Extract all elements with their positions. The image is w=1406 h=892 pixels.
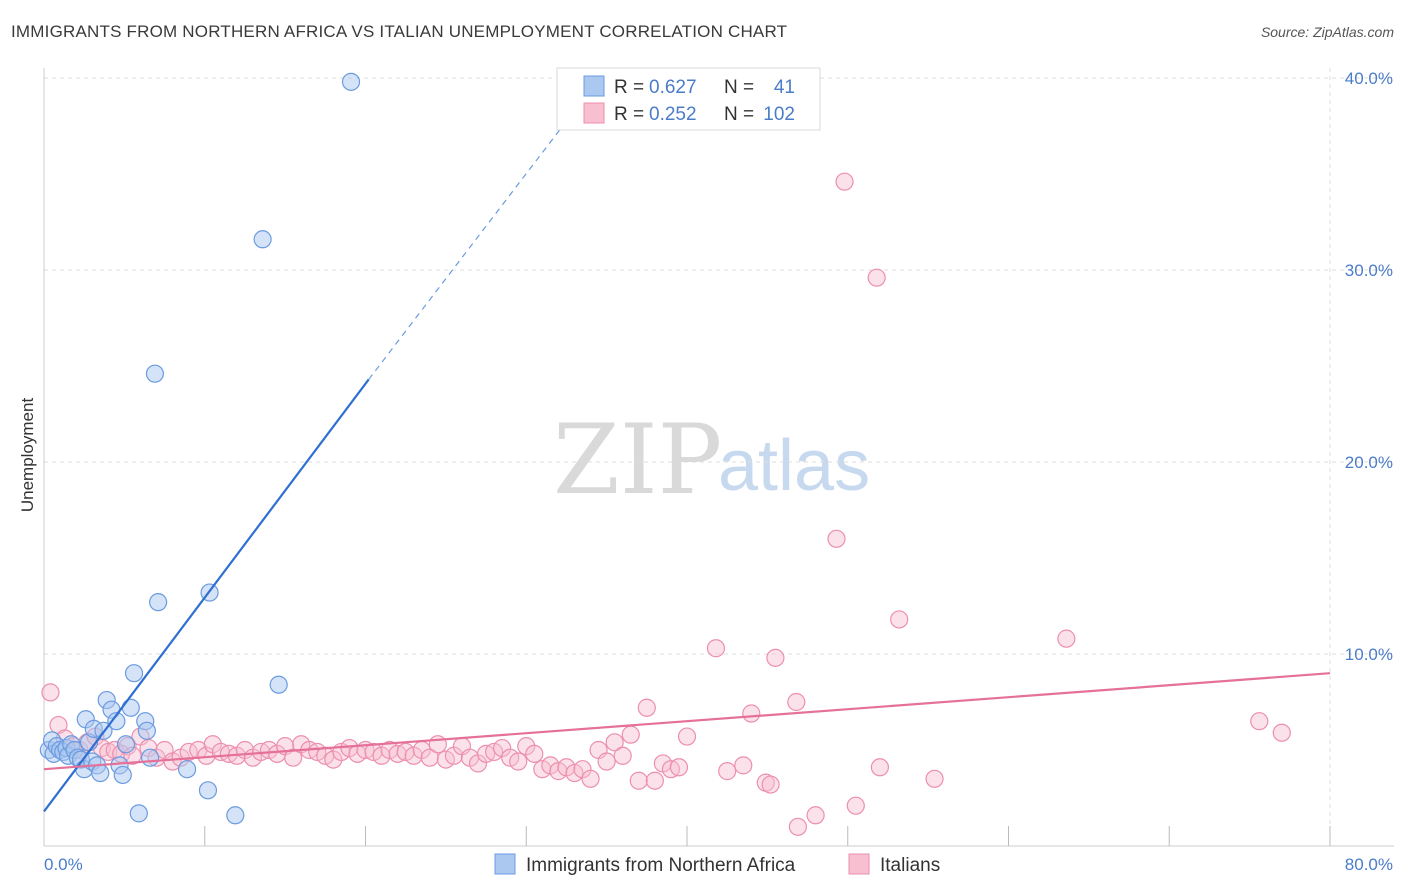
y-tick-label: 20.0% xyxy=(1345,453,1393,472)
bottom-legend-label-blue: Immigrants from Northern Africa xyxy=(526,855,796,876)
italians-point xyxy=(613,746,632,765)
italians-point xyxy=(870,758,890,777)
italians-point xyxy=(669,758,689,777)
immigrants-point xyxy=(341,72,361,91)
immigrants-point xyxy=(149,593,168,612)
immigrants-point xyxy=(177,760,197,779)
x-tick-label: 80.0% xyxy=(1345,855,1393,874)
immigrants-trend-extension xyxy=(368,110,575,380)
immigrants-point xyxy=(253,230,272,249)
immigrants-point xyxy=(140,748,160,767)
italians-point xyxy=(629,771,648,790)
legend-swatch-pink xyxy=(583,102,605,124)
italians-point xyxy=(41,683,60,702)
italians-point xyxy=(788,817,808,836)
y-tick-label: 10.0% xyxy=(1345,645,1393,664)
italians-point xyxy=(787,692,806,712)
italians-point xyxy=(1057,629,1076,648)
italians-point xyxy=(706,639,726,658)
italians-point xyxy=(1272,723,1291,742)
bottom-legend-swatch-blue xyxy=(494,853,516,875)
watermark: ZIP atlas xyxy=(553,404,870,516)
source-credit: Source: ZipAtlas.com xyxy=(1260,24,1394,40)
italians-point xyxy=(846,796,865,815)
immigrants-point xyxy=(129,804,148,823)
legend-r-value-pink: 0.252 xyxy=(649,104,697,125)
immigrants-point xyxy=(124,664,144,683)
italians-point xyxy=(284,748,303,767)
immigrants-point xyxy=(116,735,136,754)
immigrants-point xyxy=(121,698,140,717)
italians-point xyxy=(890,610,909,629)
italians-trend-line xyxy=(43,672,1331,771)
italians-point xyxy=(677,727,697,746)
italians-point xyxy=(806,806,825,825)
italians-point xyxy=(761,775,780,794)
italians-point xyxy=(742,704,761,723)
italians-point xyxy=(734,756,753,775)
immigrants-point xyxy=(107,712,126,731)
italians-point xyxy=(867,268,886,287)
legend-n-value-blue: 41 xyxy=(774,77,795,98)
italians-point xyxy=(637,698,656,717)
immigrants-points xyxy=(39,72,361,825)
x-tick-label: 0.0% xyxy=(44,855,83,874)
italians-point xyxy=(621,725,640,744)
bottom-legend-swatch-pink xyxy=(848,853,870,875)
y-tick-labels: 10.0% 20.0% 30.0% 40.0% xyxy=(1345,69,1393,664)
italians-point xyxy=(835,172,854,191)
y-tick-label: 40.0% xyxy=(1345,69,1393,88)
bottom-legend: Immigrants from Northern Africa Italians xyxy=(494,853,940,876)
italians-point xyxy=(1250,712,1269,731)
italians-point xyxy=(509,752,528,771)
immigrants-point xyxy=(226,806,245,825)
italians-point xyxy=(525,744,544,763)
legend-n-label-pink: N = xyxy=(724,104,754,125)
immigrants-point xyxy=(269,675,288,694)
immigrants-trend-line xyxy=(43,378,370,813)
bottom-legend-label-pink: Italians xyxy=(880,855,940,876)
italians-point xyxy=(645,771,664,790)
legend-n-value-pink: 102 xyxy=(763,104,795,125)
watermark-atlas: atlas xyxy=(718,426,870,506)
trend-lines xyxy=(43,110,1331,813)
italians-point xyxy=(605,733,624,752)
italians-point xyxy=(420,748,439,767)
immigrants-point xyxy=(198,781,218,800)
y-axis-label: Unemployment xyxy=(18,398,37,513)
legend-r-label-pink: R = xyxy=(614,104,644,125)
italians-point xyxy=(766,648,785,667)
legend-n-label-blue: N = xyxy=(724,77,754,98)
italians-point xyxy=(827,529,846,548)
x-tick-marks xyxy=(204,826,1331,846)
italians-point xyxy=(718,762,737,781)
chart-title: IMMIGRANTS FROM NORTHERN AFRICA VS ITALI… xyxy=(11,22,788,41)
immigrants-point xyxy=(91,763,110,783)
y-tick-label: 30.0% xyxy=(1345,261,1393,280)
italians-point xyxy=(581,769,600,788)
x-tick-labels: 0.0% 80.0% xyxy=(44,855,1393,874)
immigrants-point xyxy=(137,721,156,740)
legend-swatch-blue xyxy=(583,75,605,97)
italians-point xyxy=(925,769,944,788)
immigrants-point xyxy=(113,765,132,785)
immigrants-point xyxy=(145,364,165,383)
watermark-zip: ZIP xyxy=(553,404,722,516)
italians-point xyxy=(597,752,616,771)
legend-r-label-blue: R = xyxy=(614,77,644,98)
top-legend: R = 0.627 N = 41 R = 0.252 N = 102 xyxy=(556,67,821,131)
legend-r-value-blue: 0.627 xyxy=(649,77,697,98)
